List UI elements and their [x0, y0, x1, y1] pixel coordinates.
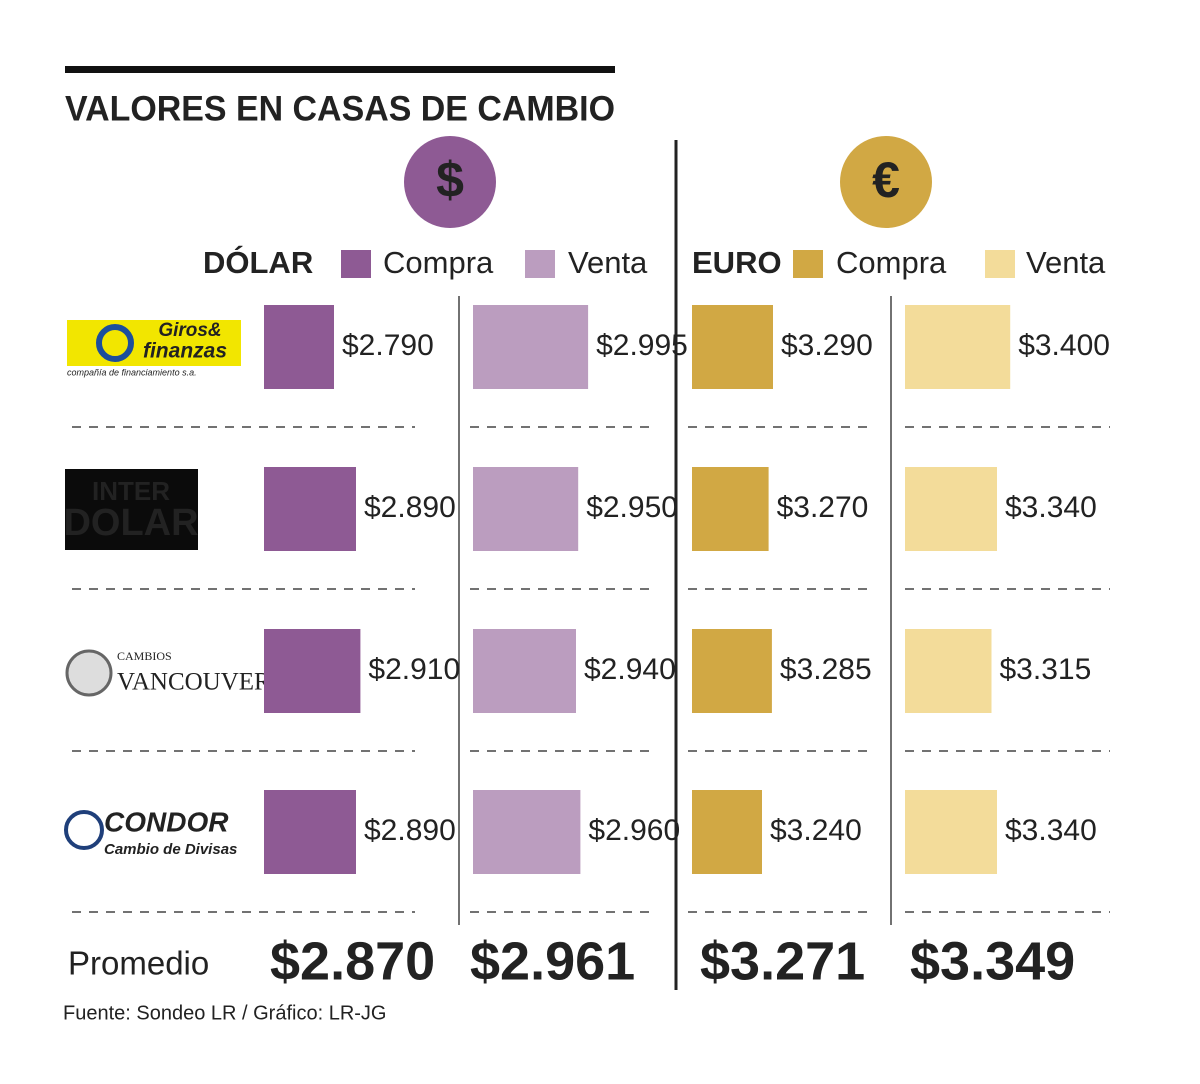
value-label: $3.290 [781, 329, 873, 362]
value-label: $2.995 [596, 329, 688, 362]
group-name: EURO [692, 245, 782, 280]
average-value: $3.349 [910, 931, 1075, 991]
average-value: $2.870 [270, 931, 435, 991]
bar [473, 305, 589, 389]
category-label: VANCOUVER [117, 669, 271, 696]
legend-swatch [985, 250, 1015, 278]
legend-label: Venta [1026, 245, 1106, 280]
logo-emblem [64, 810, 104, 850]
value-label: $2.790 [342, 329, 434, 362]
currency-symbol: $ [436, 152, 464, 208]
category-label: Cambio de Divisas [104, 841, 237, 858]
source: Fuente: Sondeo LR / Gráfico: LR-JG [63, 1002, 387, 1024]
group-name: DÓLAR [203, 244, 313, 280]
logo-emblem [65, 649, 113, 697]
legend-swatch [525, 250, 555, 278]
legend-label: Compra [383, 245, 494, 280]
logo-background [65, 469, 198, 550]
average-name: Promedio [68, 945, 209, 982]
category-label: compañía de financiamiento s.a. [67, 367, 197, 377]
bar [692, 629, 772, 713]
value-label: $2.940 [584, 653, 676, 686]
value-label: $3.315 [1000, 653, 1092, 686]
bar [692, 467, 769, 551]
logo-emblem [96, 324, 134, 362]
currency-icon [404, 136, 496, 228]
legend-swatch [793, 250, 823, 278]
value-label: $2.950 [586, 491, 678, 524]
legend-swatch [341, 250, 371, 278]
bar [264, 305, 334, 389]
bar [692, 305, 773, 389]
value-label: $3.270 [777, 491, 869, 524]
legend-label: Venta [568, 245, 648, 280]
category-label: CAMBIOS [117, 649, 172, 663]
average-value: $2.961 [470, 931, 635, 991]
chart-title: VALORES EN CASAS DE CAMBIO [65, 89, 615, 128]
value-label: $3.340 [1005, 491, 1097, 524]
currency-symbol: € [872, 152, 900, 208]
bar [473, 467, 579, 551]
bar [473, 629, 576, 713]
value-label: $2.890 [364, 491, 456, 524]
bar [905, 629, 992, 713]
value-label: $3.340 [1005, 814, 1097, 847]
category-label: DOLAR [63, 502, 198, 544]
bar [905, 305, 1011, 389]
value-label: $3.285 [780, 653, 872, 686]
category-label: finanzas [143, 340, 227, 363]
category-label: INTER [92, 476, 170, 506]
value-label: $2.890 [364, 814, 456, 847]
bar [264, 790, 356, 874]
currency-icon [840, 136, 932, 228]
bar [905, 467, 997, 551]
value-label: $2.960 [588, 814, 680, 847]
bar [264, 467, 356, 551]
bar [692, 790, 762, 874]
bar [473, 790, 581, 874]
value-label: $2.910 [368, 653, 460, 686]
bar [905, 790, 997, 874]
category-label: CONDOR [104, 806, 229, 837]
legend-label: Compra [836, 245, 947, 280]
value-label: $3.400 [1018, 329, 1110, 362]
value-label: $3.240 [770, 814, 862, 847]
category-label: Giros& [158, 320, 221, 341]
title-rule [65, 66, 615, 73]
average-value: $3.271 [700, 931, 865, 991]
bar [264, 629, 361, 713]
